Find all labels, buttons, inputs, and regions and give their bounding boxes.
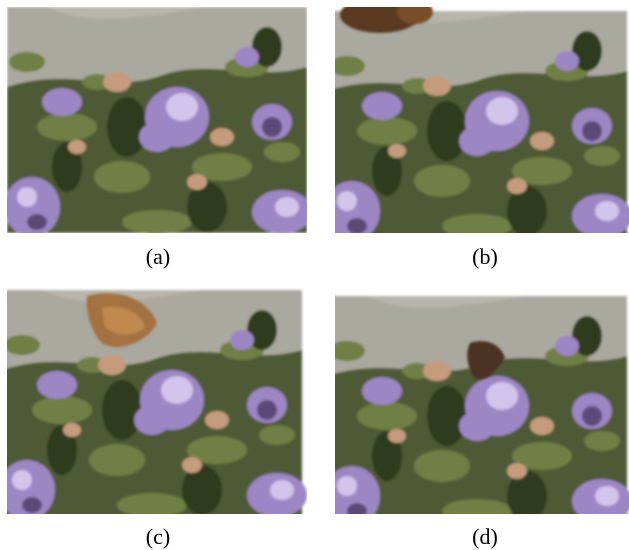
figure: (a) (b) (c) (d) [0,0,629,550]
caption: (c) [146,524,170,549]
page: (a) (b) (c) (d) (() => { const data = JS… [0,0,629,550]
caption: (a) [146,244,170,269]
photo-c [0,290,307,520]
photo-d [324,296,629,526]
photo-a [4,7,312,237]
caption: (d) [472,524,498,549]
caption: (b) [472,244,498,269]
photo-b [324,0,629,241]
